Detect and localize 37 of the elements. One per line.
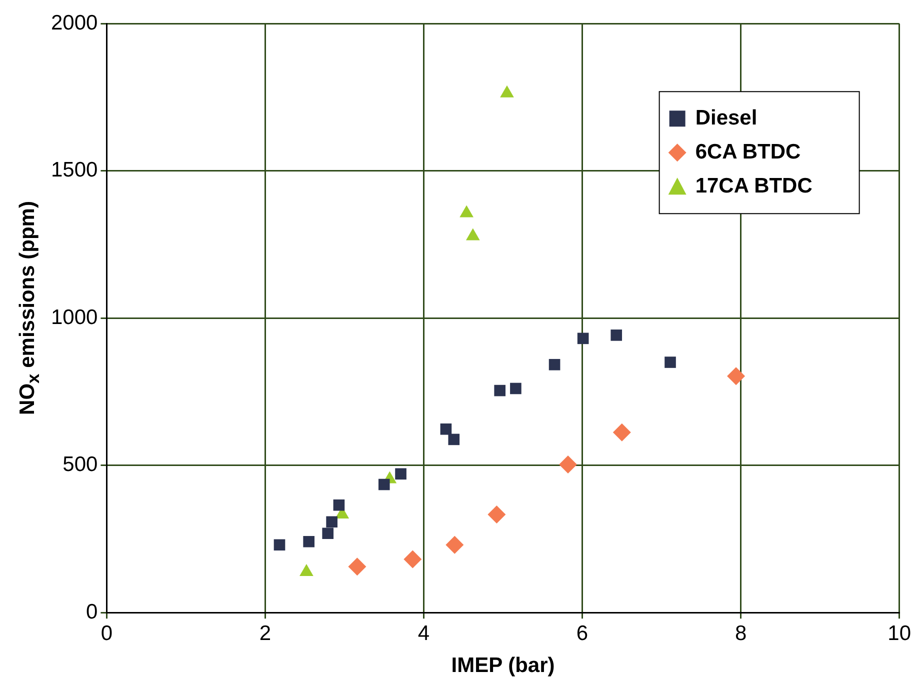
point	[274, 539, 286, 551]
point	[378, 478, 390, 490]
x-tick-label: 4	[418, 622, 430, 645]
point	[448, 434, 460, 446]
point	[727, 367, 746, 386]
legend-label: 6CA BTDC	[695, 140, 801, 164]
x-tick-label: 0	[100, 622, 113, 645]
point	[612, 423, 631, 442]
point	[577, 332, 589, 344]
point	[333, 499, 345, 511]
y-tick-label: 1000	[51, 306, 98, 329]
point	[322, 528, 334, 540]
point	[488, 506, 506, 524]
point	[326, 516, 338, 528]
point	[548, 358, 560, 370]
point	[348, 558, 366, 576]
y-tick-label: 0	[86, 600, 98, 624]
point	[395, 468, 406, 480]
point	[440, 423, 452, 435]
x-axis-title: IMEP (bar)	[451, 654, 555, 678]
point	[446, 536, 464, 554]
point	[664, 356, 676, 368]
legend-label: Diesel	[695, 106, 758, 130]
y-tick-label: 500	[62, 453, 98, 476]
x-tick-label: 2	[259, 622, 272, 645]
point	[303, 536, 314, 548]
point	[510, 382, 522, 394]
point	[610, 330, 622, 341]
x-tick-label: 10	[888, 622, 911, 645]
legend-label: 17CA BTDC	[695, 174, 812, 198]
x-tick-label: 6	[576, 622, 588, 645]
point	[494, 384, 506, 396]
y-tick-label: 1500	[51, 158, 98, 182]
x-tick-label: 8	[734, 622, 747, 645]
y-tick-label: 2000	[51, 11, 98, 34]
point	[404, 550, 422, 568]
point	[559, 455, 578, 474]
